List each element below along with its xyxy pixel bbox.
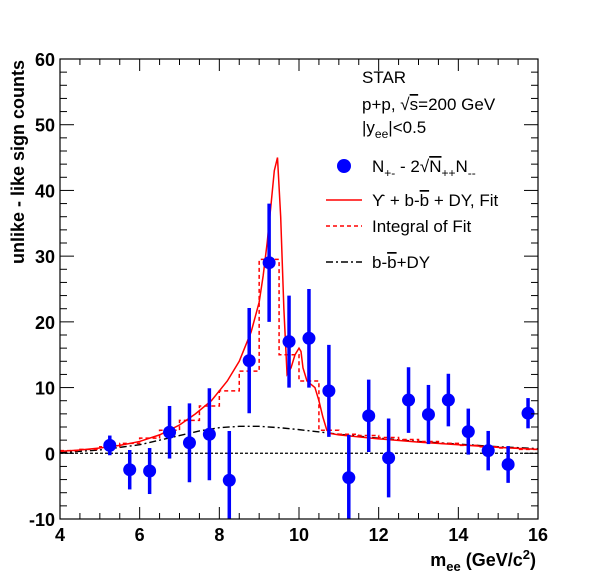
data-point [461,425,475,439]
y-tick-label: 50 [35,116,55,136]
data-point [163,425,177,439]
data-point [382,451,396,465]
legend-marker-data [337,159,351,173]
y-tick-label: 20 [35,313,55,333]
x-tick-label: 10 [289,525,309,545]
y-tick-label: 10 [35,379,55,399]
integral-histogram-layer [60,258,538,452]
axis-tick-labels: 4 6 8 10 12 14 16 -10 0 10 20 30 40 50 60 [29,50,548,545]
legend-label-fit: ϒ + b-b + DY, Fit [372,191,498,210]
y-tick-label: 0 [45,444,55,464]
data-point [421,408,435,422]
x-tick-label: 4 [55,525,65,545]
axis-ticks [59,58,539,520]
legend-label-background: b-b+DY [372,253,430,272]
data-point [521,406,535,420]
annotation-block: STAR p+p, √s=200 GeV |yee|<0.5 [362,68,496,141]
data-point [501,457,515,471]
integral-histogram [60,258,538,452]
data-point [342,471,356,485]
collision-system-label: p+p, √s=200 GeV [362,95,496,114]
data-point [302,331,316,345]
legend: N+- - 2√N++N-- ϒ + b-b + DY, Fit Integra… [326,157,498,272]
rapidity-cut-label: |yee|<0.5 [362,118,426,141]
data-point [103,438,117,452]
legend-label-data: N+- - 2√N++N-- [372,157,476,180]
data-point [202,427,216,441]
x-tick-label: 14 [448,525,468,545]
data-point [262,256,276,270]
x-axis-label: mee (GeV/c2) [430,547,536,574]
data-point [123,463,137,477]
x-tick-label: 8 [214,525,224,545]
y-tick-label: 40 [35,181,55,201]
y-tick-label: -10 [29,510,55,530]
data-point [182,436,196,450]
data-point [402,393,416,407]
x-tick-label: 16 [528,525,548,545]
legend-label-integral: Integral of Fit [372,217,471,236]
y-axis-label: unlike - like sign counts [8,60,28,264]
x-tick-label: 12 [369,525,389,545]
data-point [362,409,376,423]
data-point [282,335,296,349]
data-point [143,464,157,478]
data-point [322,384,336,398]
sqrt-icon: √ [420,157,430,176]
data-point [222,473,236,487]
data-points-layer [103,203,535,519]
y-tick-label: 60 [35,50,55,70]
sqrt-icon: √ [400,95,410,114]
x-tick-label: 6 [135,525,145,545]
experiment-label: STAR [362,68,406,87]
data-point [481,444,495,458]
data-point [441,393,455,407]
y-tick-label: 30 [35,247,55,267]
data-point [242,354,256,368]
